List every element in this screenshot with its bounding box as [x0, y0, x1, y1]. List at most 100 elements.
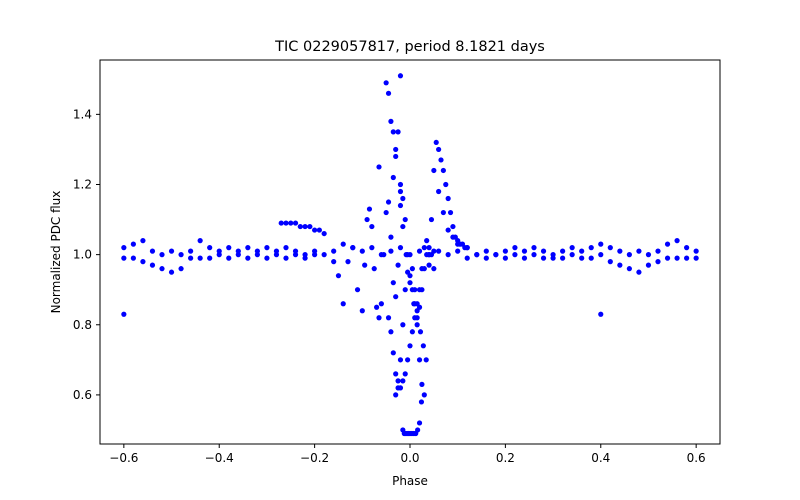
data-point-baseline	[149, 248, 156, 254]
data-point-arc	[283, 220, 289, 226]
data-point-baseline	[598, 241, 604, 247]
data-point-ingress-egress	[407, 280, 413, 286]
data-point-arc	[321, 230, 327, 237]
data-point-lower-baseline	[579, 255, 585, 261]
data-point-lower-baseline	[226, 255, 232, 261]
data-point-eclipse	[340, 301, 346, 307]
data-point-post-eclipse-bump	[428, 216, 435, 223]
data-point-post-eclipse-bump	[426, 262, 432, 268]
data-point-ingress-egress	[417, 329, 424, 335]
data-point-baseline	[321, 252, 327, 258]
data-point-ingress-egress	[402, 371, 408, 377]
data-point-lower-baseline	[168, 269, 175, 275]
data-point-eclipse	[362, 262, 368, 268]
data-point-baseline	[588, 245, 594, 251]
data-point-eclipse	[395, 378, 401, 384]
data-point-lower-baseline	[474, 252, 480, 258]
x-axis-label: Phase	[392, 474, 428, 488]
data-point-eclipse	[431, 248, 437, 254]
data-point-spikes	[397, 181, 404, 188]
data-point-baseline	[531, 245, 537, 251]
data-point-eclipse	[416, 420, 423, 426]
data-point-ingress-egress	[405, 357, 411, 363]
data-point-post-eclipse-bump	[436, 146, 442, 153]
data-point-lower-baseline	[245, 255, 251, 261]
data-point-post-eclipse-bump	[440, 167, 446, 174]
data-point-ingress-egress	[424, 238, 430, 244]
data-point-lower-baseline	[254, 252, 260, 258]
y-tick-label: 0.6	[73, 388, 92, 402]
data-point-lower-baseline	[560, 255, 566, 261]
data-point-lower-baseline	[588, 255, 594, 261]
data-point-ingress-egress	[407, 343, 413, 349]
y-tick-label: 1.0	[73, 248, 92, 262]
data-point-spikes	[376, 164, 382, 170]
data-point-baseline	[693, 248, 699, 254]
data-point-lower-baseline	[674, 255, 680, 261]
data-point-spikes	[393, 153, 399, 160]
data-point-ingress-egress	[395, 129, 401, 135]
data-point-lower-baseline	[512, 252, 518, 258]
data-point-lower-baseline	[216, 252, 222, 258]
data-point-lower-baseline	[636, 269, 642, 275]
data-point-eclipse	[400, 322, 406, 328]
data-point-eclipse	[385, 199, 392, 205]
data-point-eclipse	[364, 216, 370, 223]
data-point-baseline	[569, 245, 575, 251]
data-point-eclipse	[376, 315, 382, 321]
data-point-eclipse	[418, 399, 425, 405]
data-point-eclipse	[371, 266, 377, 272]
y-axis-ticks: 0.6 0.8 1.0 1.2 1.4	[73, 107, 100, 402]
data-point-baseline	[626, 252, 632, 258]
data-point-post-eclipse-bump	[436, 188, 442, 195]
data-point-ingress-egress	[390, 350, 396, 356]
data-point-baseline	[455, 248, 461, 254]
y-axis-label: Normalized PDC flux	[49, 191, 63, 314]
data-point-arc	[292, 220, 299, 226]
data-point-eclipse	[395, 262, 401, 268]
data-point-baseline	[359, 248, 365, 254]
data-point-ingress-egress	[409, 329, 415, 335]
x-tick-label: 0.6	[687, 451, 706, 465]
data-point-baseline	[436, 248, 442, 254]
data-point-outliers	[598, 311, 604, 317]
data-point-baseline	[636, 248, 642, 254]
data-point-eclipse	[369, 223, 375, 230]
data-point-post-eclipse-bump	[433, 139, 439, 146]
data-point-lower-baseline	[598, 252, 604, 258]
data-point-lower-baseline	[188, 255, 194, 261]
data-point-post-eclipse-bump	[450, 234, 456, 240]
x-tick-label: −0.4	[205, 451, 234, 465]
data-point-post-eclipse-bump	[431, 167, 437, 174]
data-point-ingress-egress	[393, 371, 399, 377]
data-point-ingress-egress	[393, 146, 399, 153]
data-point-baseline	[331, 248, 337, 254]
data-point-lower-baseline	[130, 255, 136, 261]
data-point-post-eclipse-bump	[440, 209, 446, 216]
data-point-baseline	[664, 241, 671, 247]
data-point-eclipse	[388, 234, 394, 240]
x-tick-label: 0.0	[400, 451, 419, 465]
data-point-lower-baseline	[178, 266, 184, 272]
data-point-baseline	[369, 245, 375, 251]
data-point-baseline	[617, 248, 623, 254]
data-point-eclipse	[378, 301, 384, 307]
data-point-ingress-egress	[390, 174, 396, 181]
data-point-baseline	[188, 248, 194, 254]
data-point-baseline	[445, 252, 451, 258]
data-point-lower-baseline	[264, 255, 270, 261]
data-point-lower-baseline	[207, 255, 213, 261]
data-point-ingress-egress	[411, 301, 417, 307]
data-point-lower-baseline	[149, 262, 156, 268]
data-point-baseline	[416, 248, 423, 254]
data-point-baseline	[130, 241, 136, 247]
data-point-post-eclipse-bump	[426, 252, 432, 258]
data-point-baseline	[121, 245, 127, 251]
x-tick-label: 0.2	[496, 451, 515, 465]
data-point-baseline	[397, 245, 404, 251]
data-point-eclipse	[331, 259, 337, 265]
data-point-lower-baseline	[493, 252, 499, 258]
data-point-lower-baseline	[617, 262, 623, 268]
x-tick-label: −0.2	[300, 451, 329, 465]
data-point-lower-baseline	[464, 255, 470, 261]
